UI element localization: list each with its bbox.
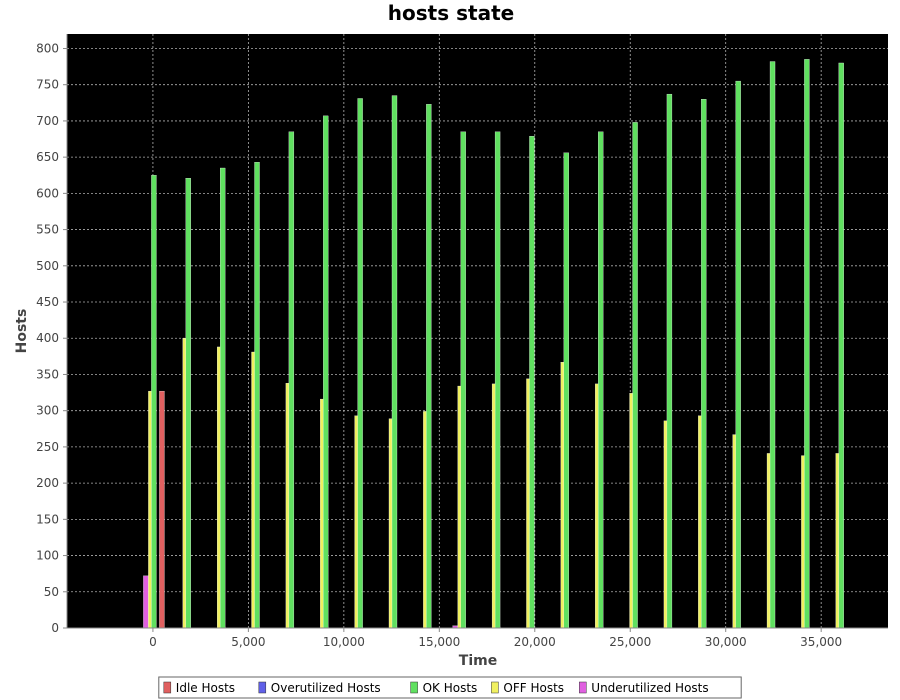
y-tick-label: 350 xyxy=(36,367,59,381)
x-tick-label: 20,000 xyxy=(514,635,556,649)
y-tick-label: 500 xyxy=(36,259,59,273)
y-tick-label: 600 xyxy=(36,186,59,200)
bar-ok-hosts xyxy=(598,131,604,629)
bar-ok-hosts xyxy=(701,99,707,629)
bar-ok-hosts xyxy=(666,93,673,629)
bar-ok-hosts xyxy=(494,131,501,629)
legend-swatch xyxy=(491,681,499,694)
bar-ok-hosts xyxy=(529,135,535,629)
y-tick-label: 150 xyxy=(36,512,59,526)
legend-swatch xyxy=(258,681,267,694)
y-axis-label: Hosts xyxy=(14,309,30,354)
bar-ok-hosts xyxy=(460,131,466,629)
y-tick-label: 550 xyxy=(36,223,59,237)
y-tick-label: 300 xyxy=(36,404,59,418)
legend-swatch xyxy=(579,681,587,694)
x-tick-label: 35,000 xyxy=(800,635,842,649)
chart-title: hosts state xyxy=(388,1,514,25)
axes: 0 50 100 150 200 250 300 350 400 450 500 550 600 650 7… xyxy=(36,34,888,649)
y-tick-label: 400 xyxy=(36,331,59,345)
y-tick-label: 250 xyxy=(36,440,59,454)
x-axis-label: Time xyxy=(459,653,497,669)
y-tick-label: 450 xyxy=(36,295,59,309)
bar-idle-hosts xyxy=(159,390,165,629)
x-tick-label: 30,000 xyxy=(705,635,747,649)
bar-ok-hosts xyxy=(769,61,776,629)
bar-ok-hosts xyxy=(391,95,398,629)
y-tick-label: 200 xyxy=(36,476,59,490)
plot-area xyxy=(67,34,888,628)
bar-ok-hosts xyxy=(323,115,329,629)
bar-ok-hosts xyxy=(254,162,260,629)
bar-ok-hosts xyxy=(838,62,844,629)
bar-ok-hosts xyxy=(220,167,226,629)
y-tick-label: 50 xyxy=(44,585,59,599)
y-tick-label: 750 xyxy=(36,78,59,92)
legend-label: OFF Hosts xyxy=(503,681,564,695)
bar-ok-hosts xyxy=(632,122,638,629)
bar-ok-hosts xyxy=(288,131,295,629)
bar-ok-hosts xyxy=(563,152,569,629)
x-tick-label: 25,000 xyxy=(609,635,651,649)
bar-underutilized-hosts xyxy=(143,575,149,629)
bar-ok-hosts xyxy=(357,98,363,629)
legend-swatch xyxy=(410,681,418,694)
bar-ok-hosts xyxy=(185,178,191,629)
legend-frame xyxy=(158,676,742,699)
legend-label: Idle Hosts xyxy=(176,681,235,695)
bar-ok-hosts xyxy=(735,80,741,629)
y-tick-label: 0 xyxy=(51,621,59,635)
y-tick-label: 800 xyxy=(36,41,59,55)
bar-ok-hosts xyxy=(426,104,432,629)
x-tick-label: 10,000 xyxy=(323,635,365,649)
legend-swatch xyxy=(163,681,172,694)
x-tick-label: 0 xyxy=(149,635,157,649)
legend-label: OK Hosts xyxy=(423,681,478,695)
legend: Idle Hosts Overutilized Hosts OK Hosts OFF … xyxy=(158,676,742,699)
legend-label: Overutilized Hosts xyxy=(271,681,381,695)
bars xyxy=(143,59,844,629)
x-tick-label: 15,000 xyxy=(418,635,460,649)
grid-lines xyxy=(67,34,888,629)
bar-ok-hosts xyxy=(151,175,157,629)
y-tick-label: 100 xyxy=(36,549,59,563)
bar-ok-hosts xyxy=(804,59,810,629)
x-tick-label: 5,000 xyxy=(231,635,265,649)
y-tick-label: 650 xyxy=(36,150,59,164)
legend-label: Underutilized Hosts xyxy=(591,681,708,695)
y-tick-label: 700 xyxy=(36,114,59,128)
